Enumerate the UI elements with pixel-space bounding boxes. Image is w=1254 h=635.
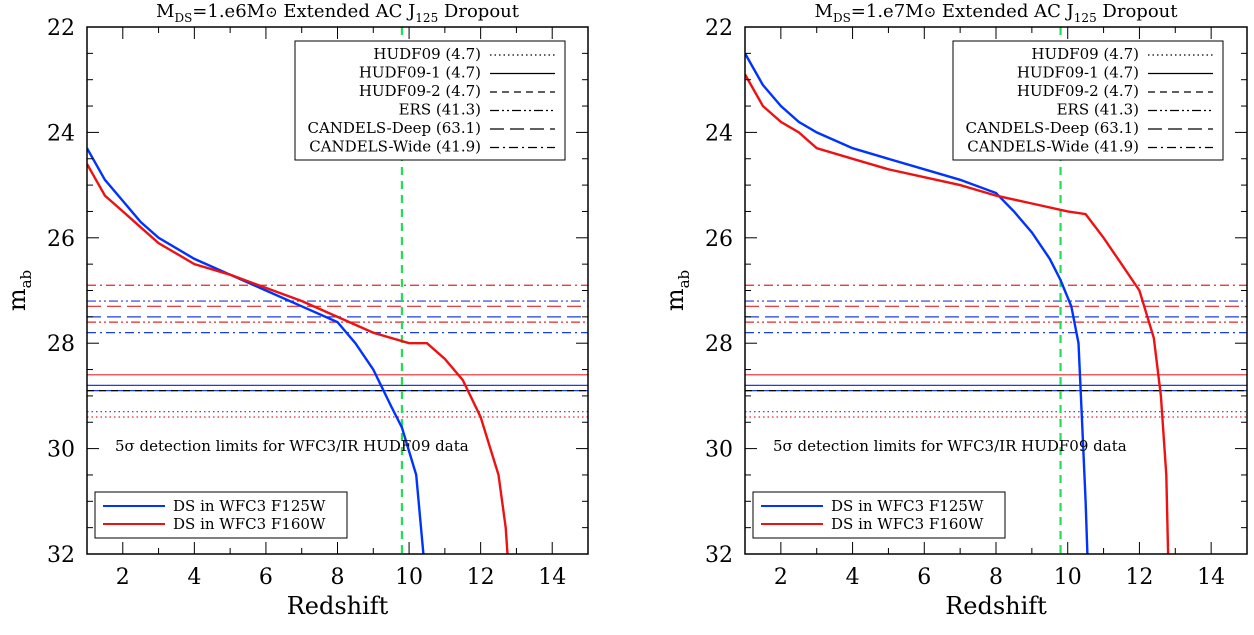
detection-limit-note: 5σ detection limits for WFC3/IR HUDF09 d… (773, 437, 1127, 455)
x-tick-label: 2 (774, 565, 788, 590)
x-tick-label: 8 (989, 565, 1003, 590)
plot-area (87, 27, 588, 554)
x-tick-label: 12 (1125, 565, 1153, 590)
x-tick-label: 12 (467, 565, 495, 590)
x-axis-label: Redshift (945, 592, 1047, 620)
x-tick-label: 4 (187, 565, 201, 590)
chart-title: MDS=1.e6M⊙ Extended AC J125 Dropout (156, 1, 520, 25)
plot-area (745, 27, 1247, 554)
series-line-f160w (745, 73, 1170, 554)
legend-entry-label: CANDELS-Wide (41.9) (967, 138, 1139, 156)
legend-entry-label: CANDELS-Deep (63.1) (965, 119, 1139, 137)
series-line-f160w (87, 163, 509, 554)
x-axis-label: Redshift (287, 592, 389, 620)
y-tick-label: 24 (47, 121, 75, 146)
y-tick-label: 30 (705, 438, 733, 463)
legend-series-label: DS in WFC3 F125W (831, 497, 984, 515)
x-tick-label: 2 (116, 565, 130, 590)
legend-entry-label: ERS (41.3) (1057, 101, 1139, 119)
x-tick-label: 6 (259, 565, 273, 590)
legend-box (94, 491, 348, 539)
x-tick-label: 4 (846, 565, 860, 590)
legend-entry-label: HUDF09-2 (4.7) (1017, 82, 1139, 100)
x-tick-label: 10 (395, 565, 423, 590)
x-tick-label: 6 (917, 565, 931, 590)
y-tick-label: 22 (705, 16, 733, 41)
chart-panel-2: 2 4 6 8 10 12 14222426283032RedshiftmabMDS=1.e… (661, 1, 1248, 620)
y-tick-label: 22 (47, 16, 75, 41)
legend-top: HUDF09 (4.7)HUDF09-1 (4.7)HUDF09-2 (4.7)… (294, 40, 566, 161)
legend-entry-label: HUDF09-1 (4.7) (1017, 64, 1139, 82)
legend-entry-label: CANDELS-Deep (63.1) (307, 119, 481, 137)
legend-entry-label: HUDF09-2 (4.7) (359, 82, 481, 100)
legend-entry-label: ERS (41.3) (399, 101, 481, 119)
y-axis-label: mab (3, 270, 35, 311)
chart-panel-1: 2 4 6 8 10 12 14222426283032RedshiftmabMDS=1.e… (3, 1, 589, 620)
y-tick-label: 32 (47, 543, 75, 568)
legend-series-label: DS in WFC3 F125W (173, 497, 326, 515)
legend-box (952, 40, 1224, 161)
chart-title: MDS=1.e7M⊙ Extended AC J125 Dropout (815, 1, 1179, 25)
legend-box (752, 491, 1006, 539)
series-line-f125w (87, 147, 425, 554)
x-tick-label: 14 (538, 565, 566, 590)
legend-entry-label: HUDF09-1 (4.7) (359, 64, 481, 82)
y-tick-label: 26 (705, 227, 733, 252)
y-tick-label: 28 (705, 332, 733, 357)
y-tick-label: 32 (705, 543, 733, 568)
legend-entry-label: HUDF09 (4.7) (1031, 45, 1139, 63)
x-tick-label: 14 (1197, 565, 1225, 590)
detection-limit-note: 5σ detection limits for WFC3/IR HUDF09 d… (115, 437, 469, 455)
y-axis-label: mab (661, 270, 693, 311)
x-tick-label: 8 (331, 565, 345, 590)
x-tick-label: 10 (1054, 565, 1082, 590)
legend-entry-label: HUDF09 (4.7) (373, 45, 481, 63)
legend-entry-label: CANDELS-Wide (41.9) (309, 138, 481, 156)
legend-series-label: DS in WFC3 F160W (173, 515, 326, 533)
y-tick-label: 26 (47, 227, 75, 252)
legend-series-label: DS in WFC3 F160W (831, 515, 984, 533)
y-tick-label: 24 (705, 121, 733, 146)
series-line-f125w (745, 52, 1089, 554)
y-tick-label: 30 (47, 438, 75, 463)
legend-box (294, 40, 566, 161)
legend-top: HUDF09 (4.7)HUDF09-1 (4.7)HUDF09-2 (4.7)… (952, 40, 1224, 161)
y-tick-label: 28 (47, 332, 75, 357)
